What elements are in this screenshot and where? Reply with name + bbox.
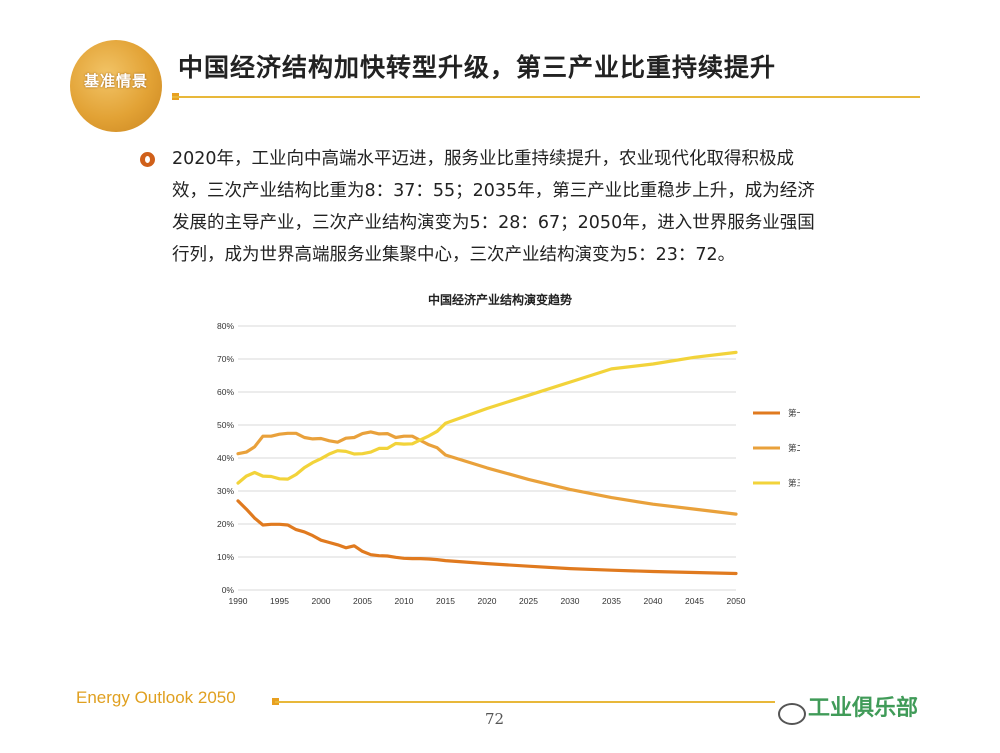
industry-structure-chart: 中国经济产业结构演变趋势 0% 10% 20% 30% 40% 50% 60% 70% 80% 19… — [217, 292, 800, 606]
summary-line-1: 2020年，工业向中高端水平迈进，服务业比重持续提升，农业现代化取得积极成 — [172, 149, 795, 169]
summary-paragraph: 2020年，工业向中高端水平迈进，服务业比重持续提升，农业现代化取得积极成 效，… — [172, 143, 922, 271]
series-line-3 — [236, 350, 738, 485]
x-tick-label: 2030 — [561, 596, 580, 606]
legend-label-3: 第三产业 — [788, 478, 800, 489]
summary-line-4: 行列，成为世界高端服务业集聚中心，三次产业结构演变为5：23：72。 — [172, 245, 736, 265]
y-tick-label: 30% — [217, 486, 234, 496]
x-tick-label: 2000 — [312, 596, 331, 606]
title-underline — [172, 96, 920, 98]
x-tick-label: 2005 — [353, 596, 372, 606]
x-tick-label: 2020 — [478, 596, 497, 606]
y-tick-label: 60% — [217, 387, 234, 397]
page-title: 中国经济结构加快转型升级，第三产业比重持续提升 — [178, 53, 777, 82]
report-name: Energy Outlook 2050 — [76, 688, 236, 707]
x-tick-label: 2010 — [395, 596, 414, 606]
legend-label-1: 第一产业 — [788, 408, 800, 419]
chart-title: 中国经济产业结构演变趋势 — [428, 292, 572, 307]
x-tick-label: 1990 — [229, 596, 248, 606]
watermark-text: 工业俱乐部 — [808, 696, 919, 721]
y-tick-label: 20% — [217, 519, 234, 529]
x-tick-label: 1995 — [270, 596, 289, 606]
y-tick-label: 70% — [217, 354, 234, 364]
y-tick-label: 0% — [222, 585, 235, 595]
series-line-1 — [236, 499, 738, 576]
x-tick-label: 2040 — [644, 596, 663, 606]
legend-label-2: 第二产业 — [788, 443, 800, 454]
x-tick-label: 2045 — [685, 596, 704, 606]
logo-label: 基准情景 — [83, 72, 148, 90]
x-tick-label: 2025 — [519, 596, 538, 606]
chat-bubble-icon — [778, 703, 806, 725]
y-tick-label: 40% — [217, 453, 234, 463]
footer-divider — [275, 701, 775, 703]
x-tick-label: 2050 — [727, 596, 746, 606]
bullet-icon — [140, 152, 155, 167]
logo-globe: 基准情景 — [70, 40, 162, 132]
y-tick-label: 80% — [217, 321, 234, 331]
x-tick-label: 2015 — [436, 596, 455, 606]
y-tick-label: 50% — [217, 420, 234, 430]
x-tick-label: 2035 — [602, 596, 621, 606]
page-number: 72 — [485, 710, 505, 728]
series-line-2 — [236, 430, 738, 516]
y-tick-label: 10% — [217, 552, 234, 562]
summary-line-2: 效，三次产业结构比重为8：37：55；2035年，第三产业比重稳步上升，成为经济 — [172, 181, 815, 201]
summary-line-3: 发展的主导产业，三次产业结构演变为5：28：67；2050年，进入世界服务业强国 — [172, 213, 815, 233]
